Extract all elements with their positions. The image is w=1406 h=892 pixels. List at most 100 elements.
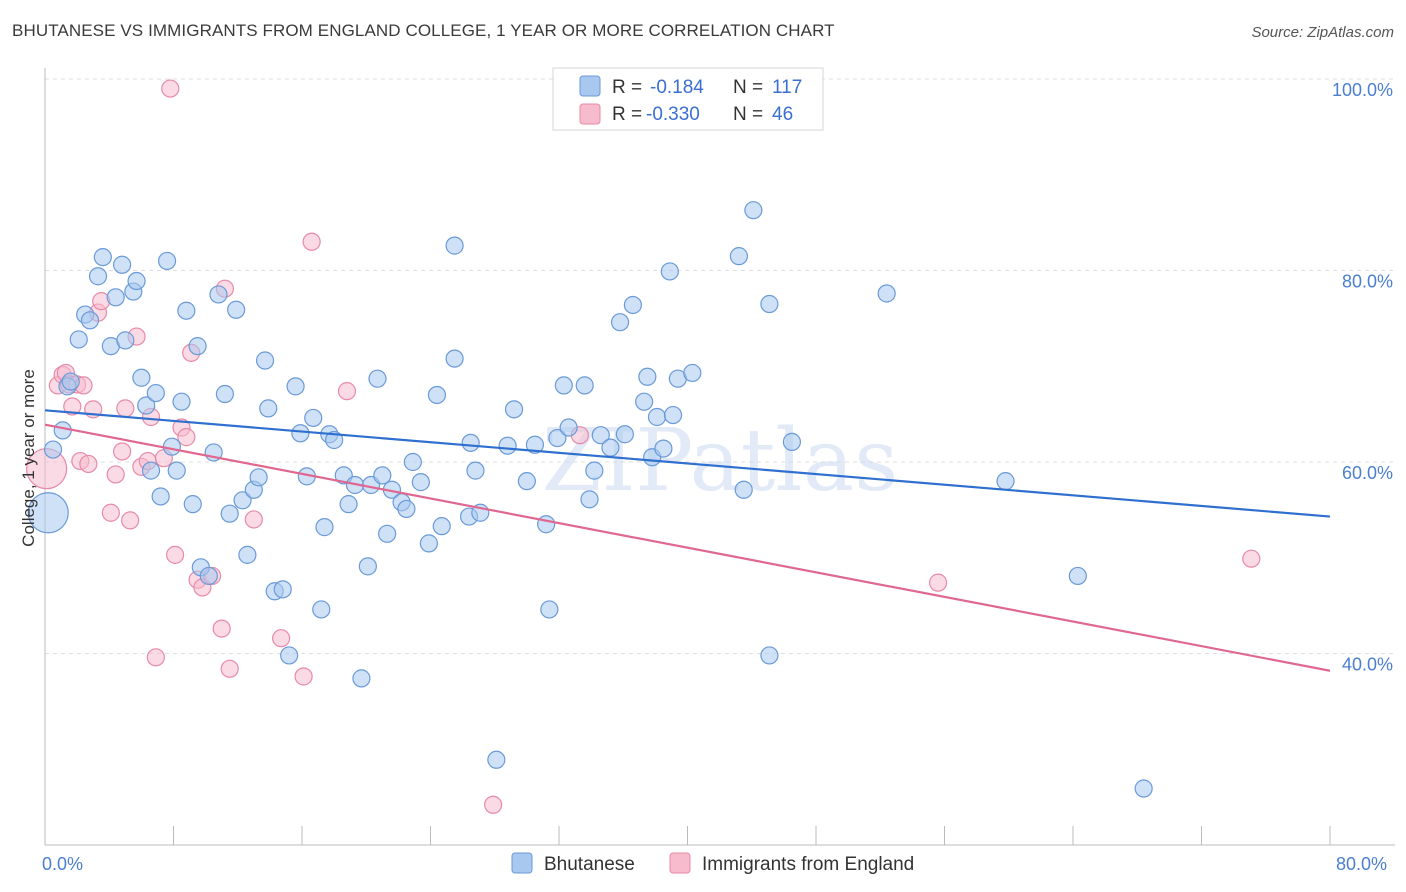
y-tick-label: 100.0% [1332,80,1393,100]
series-bhutanese [27,201,1153,798]
bhutanese-point [403,452,422,472]
bhutanese-point [585,461,604,480]
immigrants-point [146,648,165,667]
bhutanese-point [1134,779,1153,798]
bhutanese-point [635,392,654,411]
immigrants-point [121,511,140,530]
immigrants-point [101,503,120,522]
series-legend: Bhutanese Immigrants from England [511,852,914,875]
bhutanese-point [227,300,246,319]
y-tick-labels: 100.0% 80.0% 60.0% 40.0% [1332,80,1393,675]
bhutanese-point [540,600,559,619]
bhutanese-point [188,337,207,356]
bhutanese-point [427,385,447,405]
bhutanese-point [93,247,112,267]
immigrants-point [166,545,185,564]
bhutanese-point [683,363,702,383]
chart-title: BHUTANESE VS IMMIGRANTS FROM ENGLAND COL… [12,21,835,40]
bhutanese-point [141,461,161,480]
immigrants-point [112,442,132,461]
trend-line-bhutanese [44,409,1331,518]
bhutanese-point [877,284,896,303]
immigrants-point [928,573,948,592]
y-tick-label: 60.0% [1342,463,1393,483]
legend-swatch-immigrants [669,852,691,874]
bhutanese-point [199,566,218,586]
bhutanese-point [162,437,181,456]
y-tick-label: 40.0% [1342,655,1393,675]
legend-n-label: N = [733,104,763,125]
bhutanese-point [373,466,392,485]
bhutanese-point [615,425,634,444]
bhutanese-point [663,405,683,425]
bhutanese-point [80,311,100,330]
bhutanese-point [259,399,278,418]
bhutanese-point [445,236,464,255]
bhutanese-point [177,301,196,320]
bhutanese-point [53,421,72,440]
legend-r-value: -0.330 [646,104,700,125]
bhutanese-point [116,331,135,350]
bhutanese-point [238,545,257,564]
bhutanese-point [304,408,323,428]
immigrants-point [106,465,125,484]
bhutanese-point [167,461,186,480]
bhutanese-point [419,534,438,553]
bhutanese-point [660,262,679,281]
x-tick-label-min: 0.0% [42,854,83,874]
bhutanese-point [504,400,524,419]
bhutanese-point [554,376,573,395]
bhutanese-point [69,330,88,349]
legend-swatch-bhutanese [511,852,533,874]
bhutanese-point [729,247,749,266]
bhutanese-point [996,472,1015,491]
immigrants-point [212,619,231,638]
bhutanese-point [591,426,610,445]
bhutanese-point [559,418,578,437]
immigrants-point [63,397,82,416]
immigrants-point [244,510,263,529]
bhutanese-point [487,750,506,769]
bhutanese-point [654,439,673,458]
bhutanese-point [445,349,464,368]
bhutanese-point [43,440,63,459]
bhutanese-point [209,285,228,304]
bhutanese-point [734,480,753,499]
bhutanese-point [610,313,630,332]
bhutanese-point [760,294,779,314]
immigrants-point [79,454,98,474]
immigrants-point [116,399,135,418]
bhutanese-point [378,524,397,543]
bhutanese-point [432,517,451,536]
legend-label-bhutanese: Bhutanese [544,854,635,875]
bhutanese-point [61,372,80,391]
legend-n-value: 117 [772,77,802,98]
trend-lines [44,409,1331,672]
bhutanese-point [315,518,334,537]
source-label[interactable]: Source: ZipAtlas.com [1251,24,1394,41]
bhutanese-point [397,499,416,519]
bhutanese-point [183,495,202,514]
bhutanese-point [339,495,358,514]
immigrants-point [272,629,291,648]
bhutanese-point [580,490,599,509]
bhutanese-point [137,396,156,415]
immigrants-point [1242,549,1261,568]
bhutanese-point [127,271,146,291]
immigrants-point [484,795,503,814]
bhutanese-point [291,424,310,443]
bhutanese-point [215,384,234,404]
y-axis-title: College, 1 year or more [19,369,38,547]
trend-line-immigrants [44,423,1331,672]
bhutanese-point [220,504,239,523]
bhutanese-point [623,295,642,315]
bhutanese-point [744,201,763,220]
bhutanese-point [760,646,779,665]
bhutanese-point [249,468,268,487]
immigrants-point [337,382,357,401]
bhutanese-point [525,435,545,454]
bhutanese-point [88,267,108,286]
bhutanese-point [172,392,191,411]
bhutanese-point [151,487,170,506]
